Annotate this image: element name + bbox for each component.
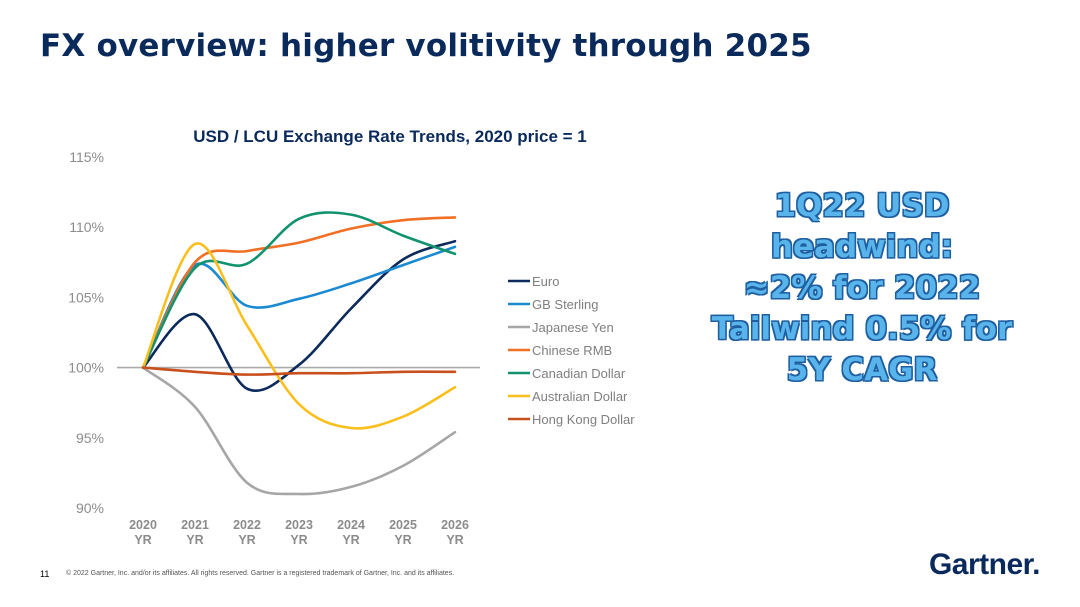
callout-line: headwind: <box>770 229 954 265</box>
legend-label-gb-sterling: GB Sterling <box>532 297 598 312</box>
y-tick-label: 100% <box>68 360 104 376</box>
y-tick-label: 110% <box>69 219 104 235</box>
legend-label-canadian-dollar: Canadian Dollar <box>532 366 626 381</box>
series-line-euro <box>141 239 457 392</box>
legend-label-euro: Euro <box>532 274 559 289</box>
series-line-japanese-yen <box>141 366 457 496</box>
x-tick-label: 2025 YR <box>389 518 417 547</box>
headwind-callout: 1Q22 USD headwind: ≈2% for 2022 Tailwind… <box>700 186 1024 391</box>
y-tick-label: 90% <box>76 500 104 516</box>
legend-label-australian-dollar: Australian Dollar <box>532 389 628 404</box>
copyright-footer: © 2022 Gartner, Inc. and/or its affiliat… <box>66 570 455 577</box>
page-number: 11 <box>40 569 50 579</box>
logo-text: Gartner <box>928 548 1033 581</box>
logo-dot: . <box>1032 548 1040 581</box>
x-tick-label: 2026 YR <box>441 518 469 547</box>
chart-title: USD / LCU Exchange Rate Trends, 2020 pri… <box>193 127 587 146</box>
y-axis: 90% 95% 100% 105% 110% 115% <box>68 149 104 516</box>
y-tick-label: 105% <box>68 289 104 305</box>
series-line-australian-dollar <box>141 242 457 430</box>
gartner-logo: Gartner. <box>928 548 1041 582</box>
callout-line: Tailwind 0.5% for <box>711 311 1013 347</box>
series-line-canadian-dollar <box>141 211 457 369</box>
x-tick-label: 2024 YR <box>337 518 365 547</box>
x-tick-label: 2023 YR <box>285 518 313 547</box>
x-tick-label: 2021 YR <box>181 518 209 547</box>
x-tick-label: 2020 YR <box>129 518 157 547</box>
callout-line: ≈2% for 2022 <box>743 270 981 306</box>
x-tick-label: 2022 YR <box>233 518 261 547</box>
x-axis: 2020 YR 2021 YR 2022 YR 2023 YR 2024 YR 2025 YR 2026… <box>129 518 469 547</box>
series-line-gb-sterling <box>141 245 457 369</box>
legend-label-japanese-yen: Japanese Yen <box>532 320 614 335</box>
y-tick-label: 115% <box>69 149 104 165</box>
legend-label-hong-kong-dollar: Hong Kong Dollar <box>532 412 635 427</box>
callout-line: 5Y CAGR <box>786 352 938 388</box>
series-line-chinese-rmb <box>141 216 457 369</box>
legend-label-chinese-rmb: Chinese RMB <box>532 343 612 358</box>
series-line-hong-kong-dollar <box>141 366 457 376</box>
legend: Euro GB Sterling Japanese Yen Chinese RMB Ca… <box>508 274 635 427</box>
callout-line: 1Q22 USD <box>774 188 950 224</box>
y-tick-label: 95% <box>76 430 104 446</box>
slide-title: FX overview: higher volitivity through 2… <box>40 28 812 64</box>
series-lines <box>141 211 457 496</box>
